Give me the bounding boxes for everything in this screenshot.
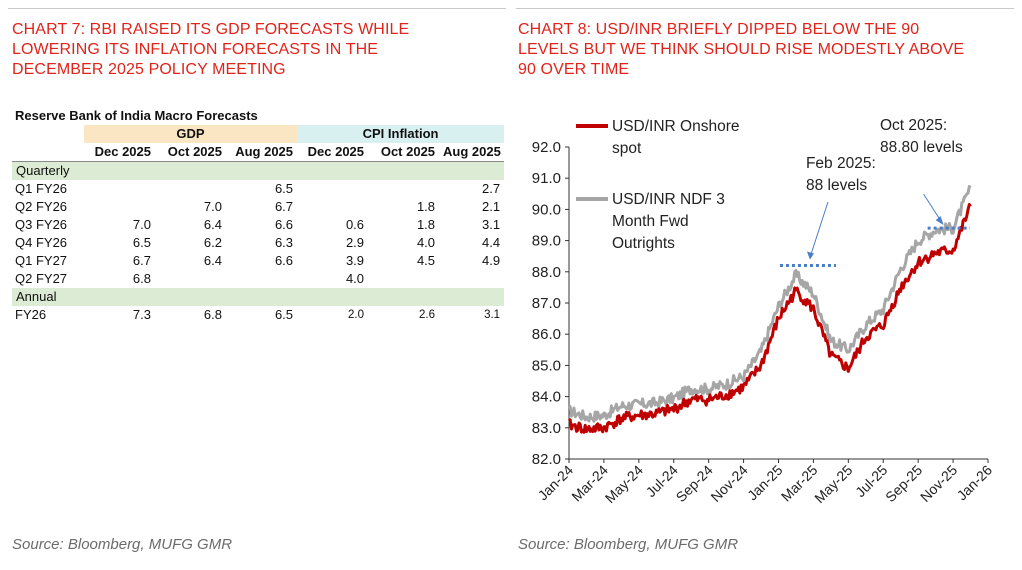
series-line-onshore xyxy=(567,203,972,434)
chart7-title: CHART 7: RBI RAISED ITS GDP FORECASTS WH… xyxy=(12,21,410,78)
legend-label-ndf: Outrights xyxy=(612,235,675,252)
table-title: Reserve Bank of India Macro Forecasts xyxy=(15,108,258,123)
group-header-row: GDP CPI Inflation xyxy=(12,125,505,143)
chart8-source: Source: Bloomberg, MUFG GMR xyxy=(518,536,739,553)
y-tick-label: 84.0 xyxy=(532,389,561,406)
table-row: FY26 7.3 6.8 6.5 2.0 2.6 3.1 xyxy=(15,307,501,322)
annotation-arrow-feb25 xyxy=(809,201,829,258)
table-row: Q3 FY26 7.0 6.4 6.6 0.6 1.8 3.1 xyxy=(15,217,501,232)
x-tick-label: Jan-25 xyxy=(744,462,786,504)
section-row-quarterly: Quarterly xyxy=(12,161,505,180)
series-line-ndf xyxy=(568,185,972,423)
column-header: Oct 2025 xyxy=(368,143,440,162)
table-row: Q2 FY26 7.0 6.7 1.8 2.1 xyxy=(15,199,501,214)
forecast-table-panel: Reserve Bank of India Macro Forecasts GD… xyxy=(12,107,505,324)
legend-label-onshore: USD/INR Onshore xyxy=(612,118,739,135)
y-tick-label: 87.0 xyxy=(532,295,561,312)
top-rule-left xyxy=(8,8,506,9)
table-row: Q1 FY26 6.5 2.7 xyxy=(15,181,501,196)
x-tick-label: Nov-25 xyxy=(917,462,960,505)
column-header: Dec 2025 xyxy=(297,143,369,162)
gdp-group-header: GDP xyxy=(84,125,298,143)
y-tick-label: 88.0 xyxy=(532,264,561,281)
y-tick-label: 83.0 xyxy=(532,420,561,437)
annotation-label-feb25: Feb 2025: xyxy=(806,155,876,172)
table-row: Q4 FY26 6.5 6.2 6.3 2.9 4.0 4.4 xyxy=(15,235,501,250)
x-tick-label: May-24 xyxy=(602,462,646,506)
legend-label-ndf: Month Fwd xyxy=(612,213,689,230)
table-row: Q2 FY27 6.8 4.0 xyxy=(15,271,365,286)
x-tick-label: Sep-25 xyxy=(882,462,925,505)
annotation-arrowhead-feb25 xyxy=(806,251,814,260)
annotation-label-oct25: 88.80 levels xyxy=(880,139,963,156)
y-tick-label: 90.0 xyxy=(532,201,561,218)
table-row: Q1 FY27 6.7 6.4 6.6 3.9 4.5 4.9 xyxy=(15,253,501,268)
x-tick-label: May-25 xyxy=(811,462,855,506)
annotation-arrowhead-oct25 xyxy=(935,216,944,226)
y-tick-label: 89.0 xyxy=(532,233,561,250)
x-tick-label: Sep-24 xyxy=(673,462,716,505)
x-tick-label: Nov-24 xyxy=(707,462,750,505)
chart7-source: Source: Bloomberg, MUFG GMR xyxy=(12,536,233,553)
annotation-label-feb25: 88 levels xyxy=(806,177,867,194)
chart8-title: CHART 8: USD/INR BRIEFLY DIPPED BELOW TH… xyxy=(518,21,965,78)
cpi-group-header: CPI Inflation xyxy=(297,125,505,143)
y-tick-label: 92.0 xyxy=(532,139,561,156)
annotation-arrow-oct25 xyxy=(923,193,943,223)
column-header: Aug 2025 xyxy=(439,143,505,162)
column-header: Aug 2025 xyxy=(226,143,298,162)
forecast-table: GDP CPI Inflation Dec 2025 Oct 2025 Aug … xyxy=(12,125,505,324)
legend-label-onshore: spot xyxy=(612,140,642,157)
column-header: Dec 2025 xyxy=(84,143,155,162)
annotation-label-oct25: Oct 2025: xyxy=(880,117,947,134)
column-header: Oct 2025 xyxy=(155,143,226,162)
column-header-row: Dec 2025 Oct 2025 Aug 2025 Dec 2025 Oct … xyxy=(12,143,505,162)
y-tick-label: 82.0 xyxy=(532,451,561,468)
x-tick-label: Jan-26 xyxy=(954,462,996,504)
y-tick-label: 86.0 xyxy=(532,326,561,343)
usdinr-line-chart: 82.0 83.0 84.0 85.0 86.0 87.0 88.0 89.0 90.0 91.0… xyxy=(532,117,996,506)
y-tick-label: 85.0 xyxy=(532,357,561,374)
section-row-annual: Annual xyxy=(12,288,505,306)
y-tick-label: 91.0 xyxy=(532,170,561,187)
legend-label-ndf: USD/INR NDF 3 xyxy=(612,191,725,208)
top-rule-right xyxy=(516,8,1014,9)
